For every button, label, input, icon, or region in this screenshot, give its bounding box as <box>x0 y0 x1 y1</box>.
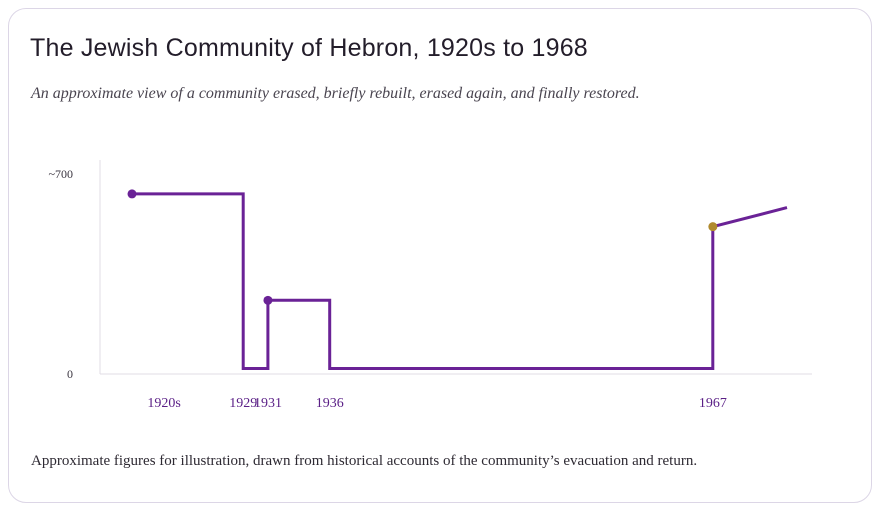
chart-title: The Jewish Community of Hebron, 1920s to… <box>30 34 588 62</box>
chart-card <box>8 8 872 503</box>
series-line <box>132 192 788 370</box>
x-tick-label: 1936 <box>316 396 344 411</box>
x-tick-label: 1920s <box>147 396 180 411</box>
highlight-point <box>708 222 718 232</box>
y-tick-label: 0 <box>67 367 73 381</box>
x-tick-label: 1931 <box>254 396 282 411</box>
x-tick-label: 1929 <box>229 396 257 411</box>
data-point <box>127 189 137 199</box>
chart-subtitle: An approximate view of a community erase… <box>31 85 640 102</box>
data-point <box>263 295 273 305</box>
chart-footnote: Approximate figures for illustration, dr… <box>31 453 698 469</box>
y-tick-label: ~700 <box>49 167 74 181</box>
x-tick-label: 1967 <box>699 396 727 411</box>
